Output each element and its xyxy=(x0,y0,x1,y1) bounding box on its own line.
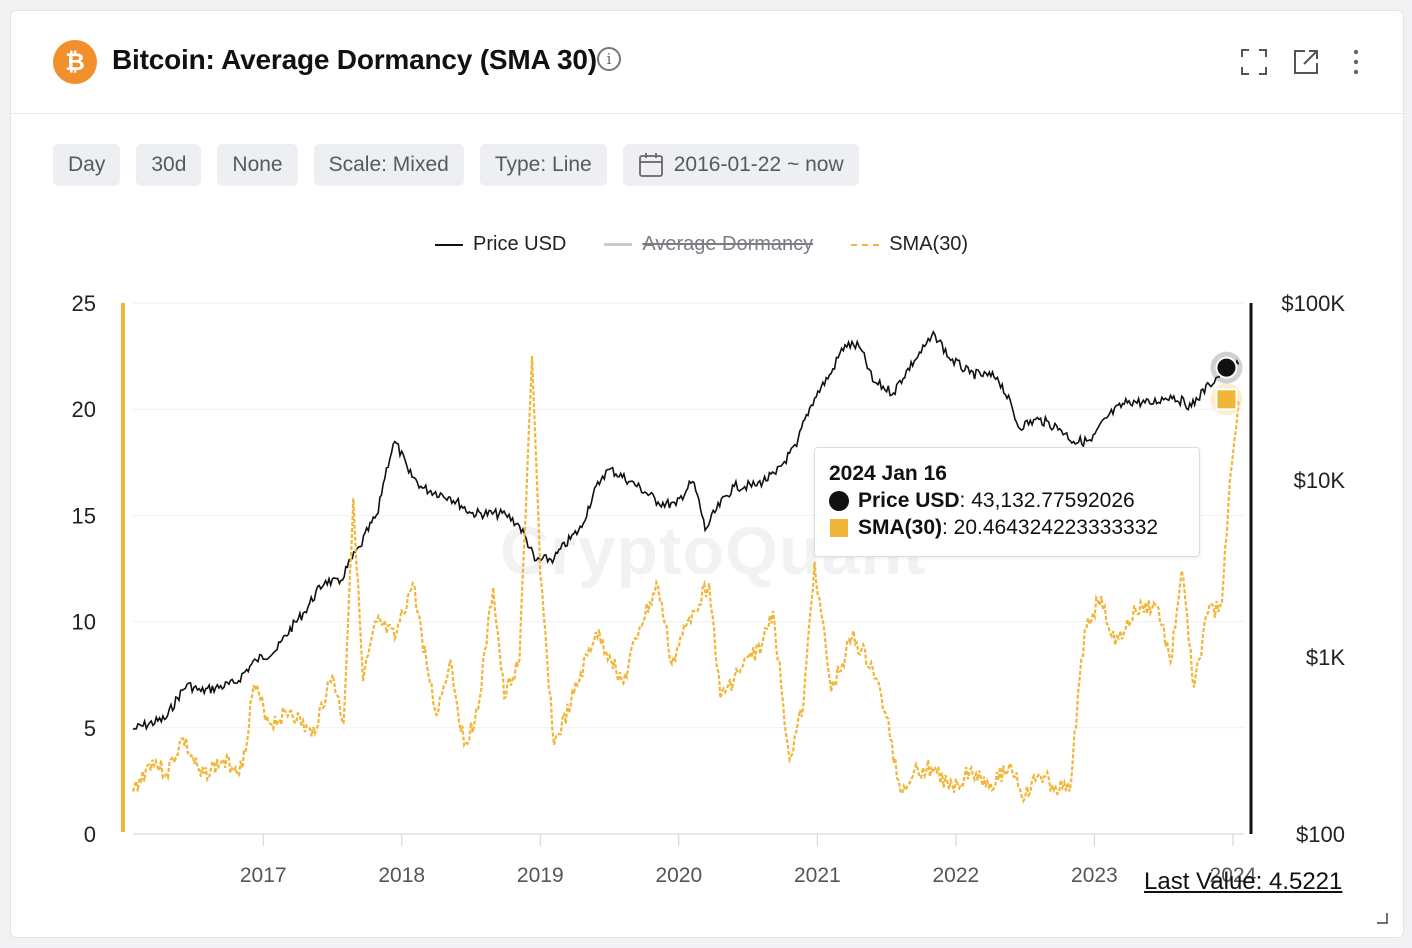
bitcoin-logo-icon: ₿ xyxy=(53,40,97,84)
resize-handle-icon[interactable] xyxy=(1376,912,1388,924)
series-price-usd-line xyxy=(132,329,1240,731)
tooltip-sma-label: SMA(30) xyxy=(858,516,943,539)
legend-sma-swatch xyxy=(851,243,880,246)
calendar-icon xyxy=(638,153,663,177)
legend-dormancy-swatch xyxy=(604,243,633,246)
x-tick-label: 2024 xyxy=(1210,864,1257,887)
y-left-tick-label: 20 xyxy=(72,397,96,422)
sma-highlight-point xyxy=(1215,388,1238,411)
tooltip-price-value: : 43,132.77592026 xyxy=(959,489,1135,512)
tooltip-price-marker xyxy=(829,490,849,511)
series-sma30-line xyxy=(131,356,1240,804)
price-highlight-point xyxy=(1215,356,1238,379)
tooltip-sma-row: SMA(30) : 20.464324223333332 xyxy=(829,514,1185,541)
legend-sma-label: SMA(30) xyxy=(889,233,969,255)
legend-dormancy-label: Average Dormancy xyxy=(642,233,814,255)
chart-tooltip: 2024 Jan 16 Price USD : 43,132.77592026 … xyxy=(814,447,1200,557)
tooltip-date: 2024 Jan 16 xyxy=(829,462,947,485)
info-icon[interactable]: i xyxy=(597,47,621,71)
legend-price-label: Price USD xyxy=(473,233,567,255)
x-tick-label: 2018 xyxy=(378,864,425,887)
x-tick-label: 2017 xyxy=(240,864,287,887)
y-right-tick-label: $100K xyxy=(1281,291,1345,316)
type-button[interactable]: Type: Line xyxy=(479,144,607,186)
y-right-tick-label: $1K xyxy=(1306,645,1345,670)
tooltip-sma-marker xyxy=(830,518,848,537)
last-value-link[interactable]: Last Value: 4.5221 xyxy=(1144,868,1343,895)
tooltip-price-label: Price USD xyxy=(858,489,960,512)
legend-average-dormancy[interactable]: Average Dormancy xyxy=(604,233,813,256)
chart-toolbar: Day 30d None Scale: Mixed Type: Line 201… xyxy=(53,144,859,186)
date-range-button[interactable]: 2016-01-22 ~ now xyxy=(622,144,859,186)
x-tick-label: 2023 xyxy=(1071,864,1118,887)
date-range-label: 2016-01-22 ~ now xyxy=(673,153,844,176)
page-title: Bitcoin: Average Dormancy (SMA 30) xyxy=(112,44,597,75)
legend-price-usd[interactable]: Price USD xyxy=(435,233,566,256)
y-left-tick-label: 5 xyxy=(84,716,96,741)
legend-sma30[interactable]: SMA(30) xyxy=(851,233,968,256)
tooltip-price-row: Price USD : 43,132.77592026 xyxy=(829,487,1185,514)
expand-icon[interactable] xyxy=(1239,47,1269,77)
interval-button[interactable]: Day xyxy=(53,144,121,186)
y-left-tick-label: 10 xyxy=(72,610,96,635)
tooltip-sma-value: : 20.464324223333332 xyxy=(942,516,1159,539)
card-header: ₿ Bitcoin: Average Dormancy (SMA 30) i xyxy=(11,11,1403,114)
y-right-tick-label: $100 xyxy=(1296,822,1345,847)
y-right-tick-label: $10K xyxy=(1294,468,1346,493)
x-tick-label: 2020 xyxy=(655,864,702,887)
legend-price-swatch xyxy=(435,243,463,246)
indicator-button[interactable]: None xyxy=(217,144,298,186)
window-button[interactable]: 30d xyxy=(136,144,202,186)
y-left-tick-label: 15 xyxy=(72,503,96,528)
y-left-tick-label: 0 xyxy=(84,822,96,847)
external-link-icon[interactable] xyxy=(1291,47,1321,77)
y-left-tick-label: 25 xyxy=(72,291,96,316)
more-vertical-icon[interactable] xyxy=(1341,47,1371,77)
x-tick-label: 2019 xyxy=(517,864,564,887)
scale-button[interactable]: Scale: Mixed xyxy=(313,144,464,186)
x-tick-label: 2022 xyxy=(933,864,980,887)
chart-legend: Price USD Average Dormancy SMA(30) xyxy=(435,233,968,256)
x-tick-label: 2021 xyxy=(794,864,841,887)
